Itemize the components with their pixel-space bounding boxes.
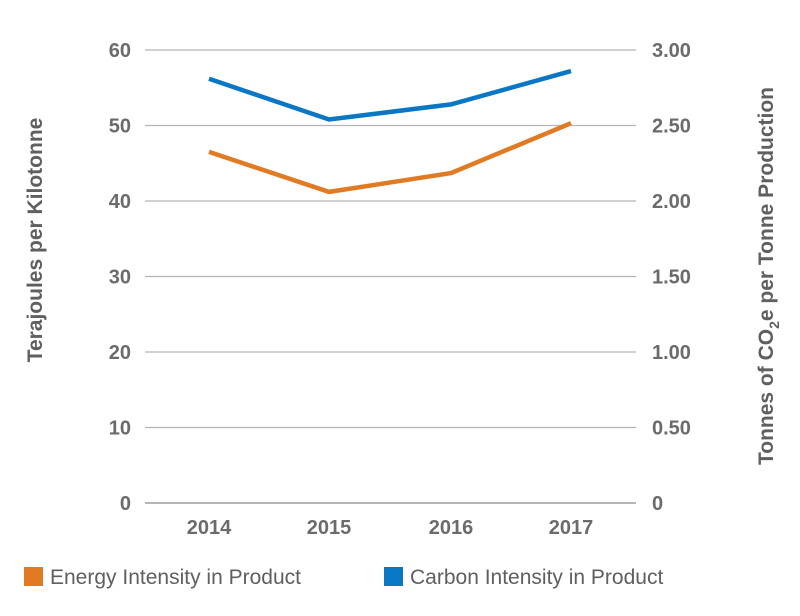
right-axis-title-part-2: e per Tonne Production [755,87,778,321]
legend-swatch [24,567,43,586]
left-axis-title: Terajoules per Kilotonne [24,118,47,363]
carbon-intensity-line [208,68,572,122]
left-tick-label: 20 [109,342,131,364]
right-axis-ticks: 0 0.50 1.00 1.50 2.00 2.50 3.00 [652,40,691,515]
x-axis-ticks: 2014 2015 2016 2017 [187,517,594,539]
left-tick-label: 0 [120,493,131,515]
right-tick-label: 2.00 [652,191,691,213]
x-tick-label: 2017 [549,517,594,539]
right-tick-label: 1.50 [652,267,691,289]
right-tick-label: 2.50 [652,116,691,138]
right-tick-label: 1.00 [652,342,691,364]
gridlines [145,49,636,504]
right-axis-title-subscript: 2 [766,321,782,329]
x-tick-label: 2016 [429,517,474,539]
series-lines [208,68,572,195]
left-tick-label: 40 [109,191,131,213]
legend: Energy Intensity in Product Carbon Intens… [24,566,663,589]
x-tick-label: 2014 [187,517,232,539]
legend-label: Energy Intensity in Product [50,566,301,589]
left-tick-label: 10 [109,418,131,440]
right-axis-title-part-1: Tonnes of CO [755,329,778,465]
left-tick-label: 50 [109,116,131,138]
legend-label: Carbon Intensity in Product [410,566,663,589]
left-axis-ticks: 0 10 20 30 40 50 60 [109,40,131,515]
legend-swatch [384,567,403,586]
right-tick-label: 0.50 [652,418,691,440]
right-tick-label: 0 [652,493,663,515]
x-tick-label: 2015 [307,517,352,539]
right-tick-label: 3.00 [652,40,691,62]
left-tick-label: 30 [109,267,131,289]
right-axis-title: Tonnes of CO2e per Tonne Production [755,87,782,465]
left-tick-label: 60 [109,40,131,62]
energy-intensity-line [208,121,572,195]
